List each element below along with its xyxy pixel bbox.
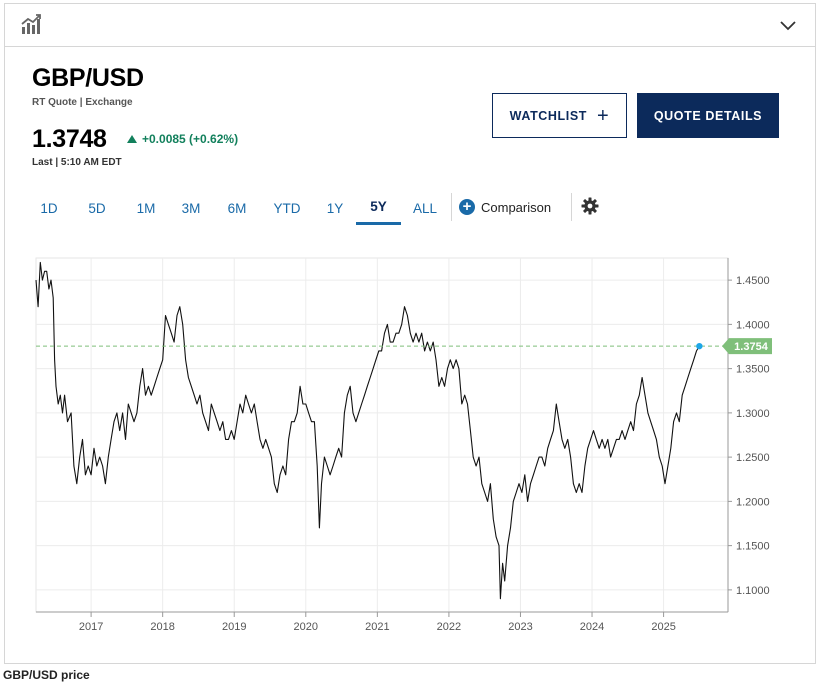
y-tick-label: 1.4000 — [736, 319, 770, 331]
range-tab-1y[interactable]: 1Y — [326, 200, 344, 216]
range-tab-1m[interactable]: 1M — [136, 200, 156, 216]
gear-icon[interactable] — [581, 197, 599, 215]
x-tick-label: 2020 — [294, 621, 318, 633]
chart-caption: GBP/USD price — [3, 668, 90, 682]
x-tick-label: 2024 — [580, 621, 604, 633]
price-series-line — [35, 261, 700, 600]
range-tab-3m[interactable]: 3M — [181, 200, 201, 216]
range-tab-5d[interactable]: 5D — [88, 200, 106, 216]
last-price-badge — [722, 338, 772, 355]
add-comparison-icon: + — [459, 199, 475, 215]
quote-details-button[interactable]: QUOTE DETAILS — [637, 93, 779, 138]
range-tab-1d[interactable]: 1D — [40, 200, 58, 216]
last-timestamp: Last | 5:10 AM EDT — [32, 157, 122, 168]
x-tick-label: 2025 — [651, 621, 675, 633]
y-tick-label: 1.2000 — [736, 496, 770, 508]
y-tick-label: 1.2500 — [736, 452, 770, 464]
toolbar-divider — [451, 193, 452, 221]
price-change: +0.0085 (+0.62%) — [127, 132, 238, 146]
price-change-value: +0.0085 (+0.62%) — [142, 132, 239, 146]
y-tick-label: 1.3500 — [736, 364, 770, 376]
chart-icon[interactable] — [19, 13, 43, 37]
last-price: 1.3748 — [32, 125, 107, 153]
x-tick-label: 2018 — [150, 621, 174, 633]
last-price-badge-label: 1.3754 — [734, 341, 769, 353]
symbol-title: GBP/USD — [32, 64, 144, 92]
chevron-down-icon[interactable] — [779, 16, 797, 34]
x-tick-label: 2021 — [365, 621, 389, 633]
y-tick-label: 1.3000 — [736, 408, 770, 420]
y-tick-label: 1.4500 — [736, 275, 770, 287]
quote-type-label: RT Quote | Exchange — [32, 97, 133, 108]
plus-icon: + — [597, 104, 610, 127]
x-tick-label: 2017 — [79, 621, 103, 633]
toolbar-divider — [571, 193, 572, 221]
range-tab-ytd[interactable]: YTD — [273, 200, 301, 216]
range-tab-5y[interactable]: 5Y — [356, 191, 401, 225]
comparison-label: Comparison — [481, 199, 552, 215]
x-tick-label: 2019 — [222, 621, 246, 633]
y-tick-label: 1.1000 — [736, 585, 770, 597]
x-tick-label: 2023 — [508, 621, 532, 633]
card-header-bar — [5, 4, 815, 47]
x-tick-label: 2022 — [437, 621, 461, 633]
up-triangle-icon — [127, 135, 137, 143]
watchlist-button[interactable]: WATCHLIST + — [492, 93, 627, 138]
last-price-marker — [696, 342, 703, 350]
range-tab-all[interactable]: ALL — [412, 200, 438, 216]
comparison-button[interactable]: + Comparison — [459, 196, 551, 218]
watchlist-button-label: WATCHLIST — [509, 108, 588, 123]
range-tab-6m[interactable]: 6M — [227, 200, 247, 216]
y-tick-label: 1.1500 — [736, 541, 770, 553]
